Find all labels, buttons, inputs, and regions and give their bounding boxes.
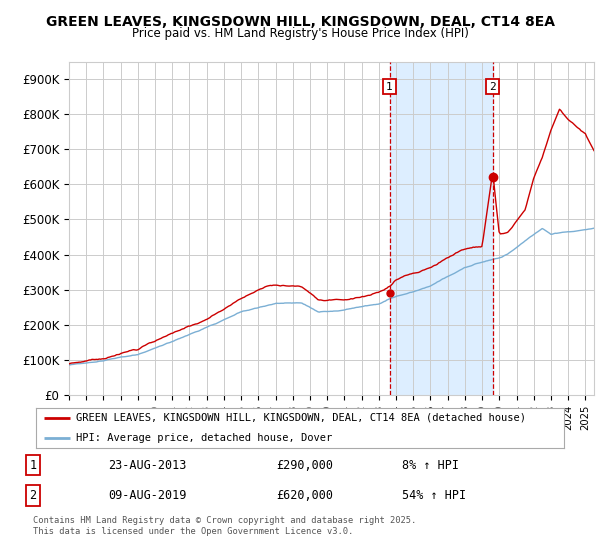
Text: 2: 2 — [489, 82, 496, 92]
Text: 09-AUG-2019: 09-AUG-2019 — [108, 489, 187, 502]
Text: GREEN LEAVES, KINGSDOWN HILL, KINGSDOWN, DEAL, CT14 8EA: GREEN LEAVES, KINGSDOWN HILL, KINGSDOWN,… — [46, 15, 554, 29]
Text: 1: 1 — [386, 82, 393, 92]
Bar — [389, 62, 493, 395]
Text: 23-AUG-2013: 23-AUG-2013 — [108, 459, 187, 472]
Text: 1: 1 — [29, 459, 37, 472]
Text: 2: 2 — [29, 489, 37, 502]
Text: £620,000: £620,000 — [276, 489, 333, 502]
Text: Price paid vs. HM Land Registry's House Price Index (HPI): Price paid vs. HM Land Registry's House … — [131, 27, 469, 40]
Text: Contains HM Land Registry data © Crown copyright and database right 2025.
This d: Contains HM Land Registry data © Crown c… — [33, 516, 416, 536]
Text: GREEN LEAVES, KINGSDOWN HILL, KINGSDOWN, DEAL, CT14 8EA (detached house): GREEN LEAVES, KINGSDOWN HILL, KINGSDOWN,… — [76, 413, 526, 423]
Text: HPI: Average price, detached house, Dover: HPI: Average price, detached house, Dove… — [76, 433, 332, 443]
Text: £290,000: £290,000 — [276, 459, 333, 472]
Text: 8% ↑ HPI: 8% ↑ HPI — [402, 459, 459, 472]
Text: 54% ↑ HPI: 54% ↑ HPI — [402, 489, 466, 502]
